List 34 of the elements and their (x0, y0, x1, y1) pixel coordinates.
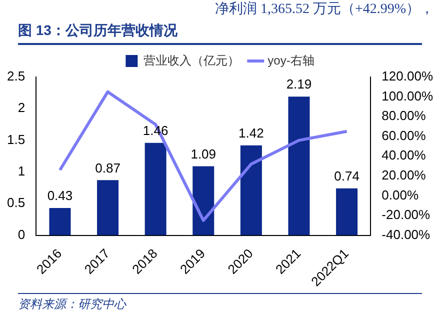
bar (240, 145, 262, 236)
y-tick-label: 1.5 (6, 132, 26, 147)
legend-label: 营业收入（亿元） (144, 53, 240, 68)
y2-tick-label: 20.00% (382, 167, 426, 182)
data-label: 1.09 (190, 146, 216, 162)
bar (336, 188, 358, 236)
y2-tick-label: -20.00% (382, 207, 431, 222)
y-tick-label: 2 (18, 100, 26, 116)
y2-tick-label: 120.00% (382, 68, 434, 84)
y2-tick-label: 80.00% (382, 108, 426, 124)
data-label: 1.42 (238, 125, 264, 140)
y-tick-label: 2.5 (6, 68, 26, 84)
y2-tick-label: 0.00% (382, 187, 419, 202)
y2-tick-label: 100.00% (382, 88, 434, 104)
bar (97, 180, 119, 236)
legend-label: yoy-右轴 (268, 53, 314, 68)
y2-tick-label: 60.00% (382, 128, 426, 143)
data-label: 0.43 (47, 188, 73, 204)
bar (144, 142, 166, 236)
y2-tick-label: 40.00% (382, 148, 426, 163)
bar (288, 96, 310, 236)
data-label: 0.74 (334, 168, 360, 184)
text: 资料来源：研究中心 (18, 293, 422, 313)
chart-title: 图 13：公司历年营收情况 (18, 22, 422, 45)
bar (192, 166, 214, 236)
data-label: 1.46 (142, 122, 168, 138)
y-tick-label: 1 (18, 164, 26, 179)
y2-tick-label: -40.00% (382, 226, 431, 242)
text: 净利润 1,365.52 万元（+42.99%）， (214, 0, 435, 19)
bar (49, 208, 71, 236)
y-tick-label: 0.5 (6, 195, 26, 210)
data-label: 0.87 (95, 160, 120, 176)
data-label: 2.19 (286, 76, 312, 92)
y-tick-label: 0 (18, 226, 26, 242)
